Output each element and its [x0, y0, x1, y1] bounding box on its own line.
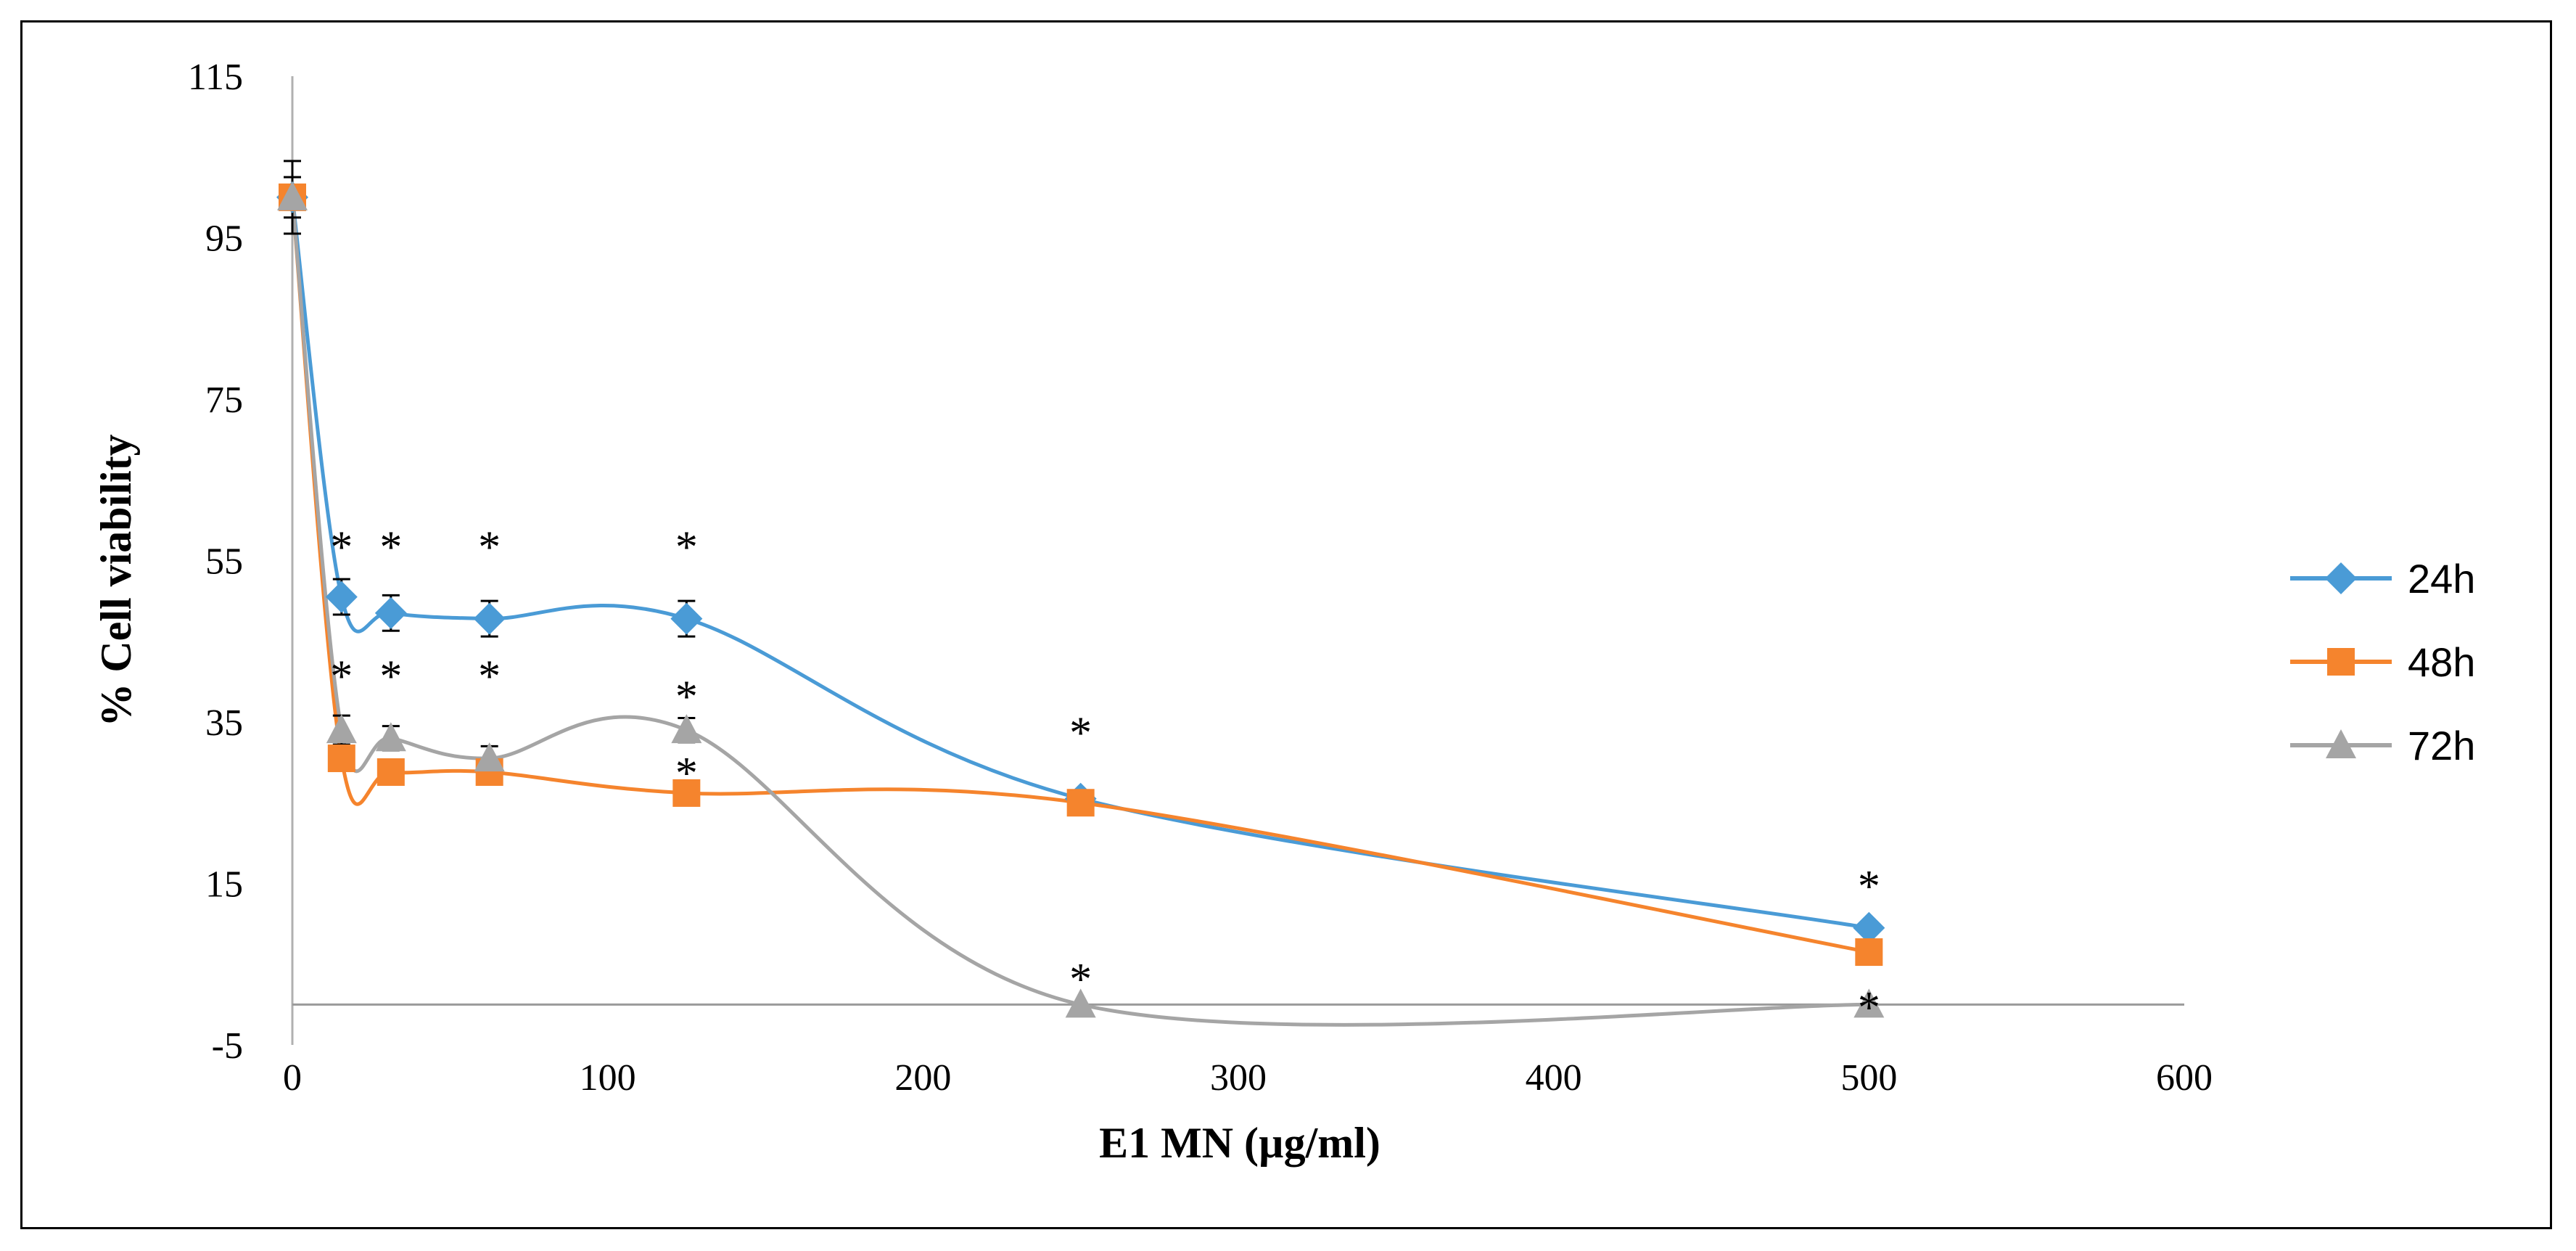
significance-star: *: [478, 652, 501, 702]
data-point-72h: [474, 742, 505, 772]
y-tick-label: 75: [205, 380, 243, 421]
x-tick-label: 400: [1526, 1057, 1582, 1099]
error-bars: [284, 160, 1878, 958]
significance-star: *: [675, 523, 698, 573]
x-tick-label: 300: [1210, 1057, 1267, 1099]
chart-frame: [20, 20, 2552, 1229]
data-point-48h: [1855, 938, 1883, 967]
data-point-24h: [374, 596, 407, 629]
series-line-48h: [290, 197, 1869, 954]
x-tick-label: 200: [894, 1057, 951, 1099]
axes: -5 15 35 55 75 95 115 0 100 200 300 400 500 600: [188, 57, 2213, 1099]
x-tick-label: 0: [283, 1057, 302, 1099]
x-axis-title: E1 MN (µg/ml): [1099, 1119, 1380, 1167]
series-curves: [290, 197, 1869, 1027]
data-point-48h: [1066, 789, 1095, 817]
y-tick-label: -5: [212, 1025, 243, 1067]
data-point-72h: [326, 714, 357, 744]
series-line-24h: [290, 197, 1869, 930]
data-point-48h: [672, 779, 701, 807]
significance-star: *: [330, 523, 353, 573]
legend: 24h 48h 72h: [2290, 556, 2475, 768]
legend-label-72h: 72h: [2408, 723, 2475, 768]
legend-marker-48h: [2327, 648, 2355, 676]
significance-star: *: [1069, 709, 1092, 758]
data-point-24h: [473, 602, 506, 635]
x-tick-label: 600: [2156, 1057, 2213, 1099]
data-point-24h: [670, 602, 703, 635]
significance-star: *: [379, 652, 402, 702]
y-axis-title: % Cell viability: [92, 434, 140, 726]
legend-label-24h: 24h: [2408, 556, 2475, 602]
significance-star: *: [675, 749, 698, 798]
legend-marker-72h: [2326, 729, 2356, 758]
x-tick-label: 500: [1840, 1057, 1897, 1099]
data-point-72h: [375, 722, 406, 752]
y-tick-label: 55: [205, 541, 243, 583]
significance-marks: * * * * * * * * * * * * *: [330, 523, 1880, 1033]
legend-marker-24h: [2325, 562, 2357, 594]
significance-star: *: [675, 673, 698, 722]
significance-star: *: [1069, 955, 1092, 1004]
legend-label-48h: 48h: [2408, 639, 2475, 685]
y-tick-label: 95: [205, 218, 243, 260]
y-tick-label: 35: [205, 702, 243, 744]
data-point-72h: [1853, 988, 1885, 1018]
series-markers: [276, 181, 1885, 1018]
significance-star: *: [1858, 983, 1880, 1033]
data-point-24h: [325, 581, 358, 613]
significance-star: *: [1858, 862, 1880, 911]
x-tick-label: 100: [580, 1057, 636, 1099]
significance-star: *: [379, 523, 402, 573]
data-point-72h: [277, 181, 308, 210]
y-tick-label: 15: [205, 864, 243, 906]
data-point-72h: [671, 714, 702, 744]
data-point-72h: [1065, 988, 1096, 1018]
significance-star: *: [478, 523, 501, 573]
data-point-24h: [1853, 911, 1885, 944]
data-point-48h: [327, 745, 355, 773]
significance-star: *: [330, 652, 353, 702]
y-tick-label: 115: [188, 57, 243, 98]
series-line-72h: [290, 197, 1869, 1027]
data-point-48h: [376, 758, 405, 786]
